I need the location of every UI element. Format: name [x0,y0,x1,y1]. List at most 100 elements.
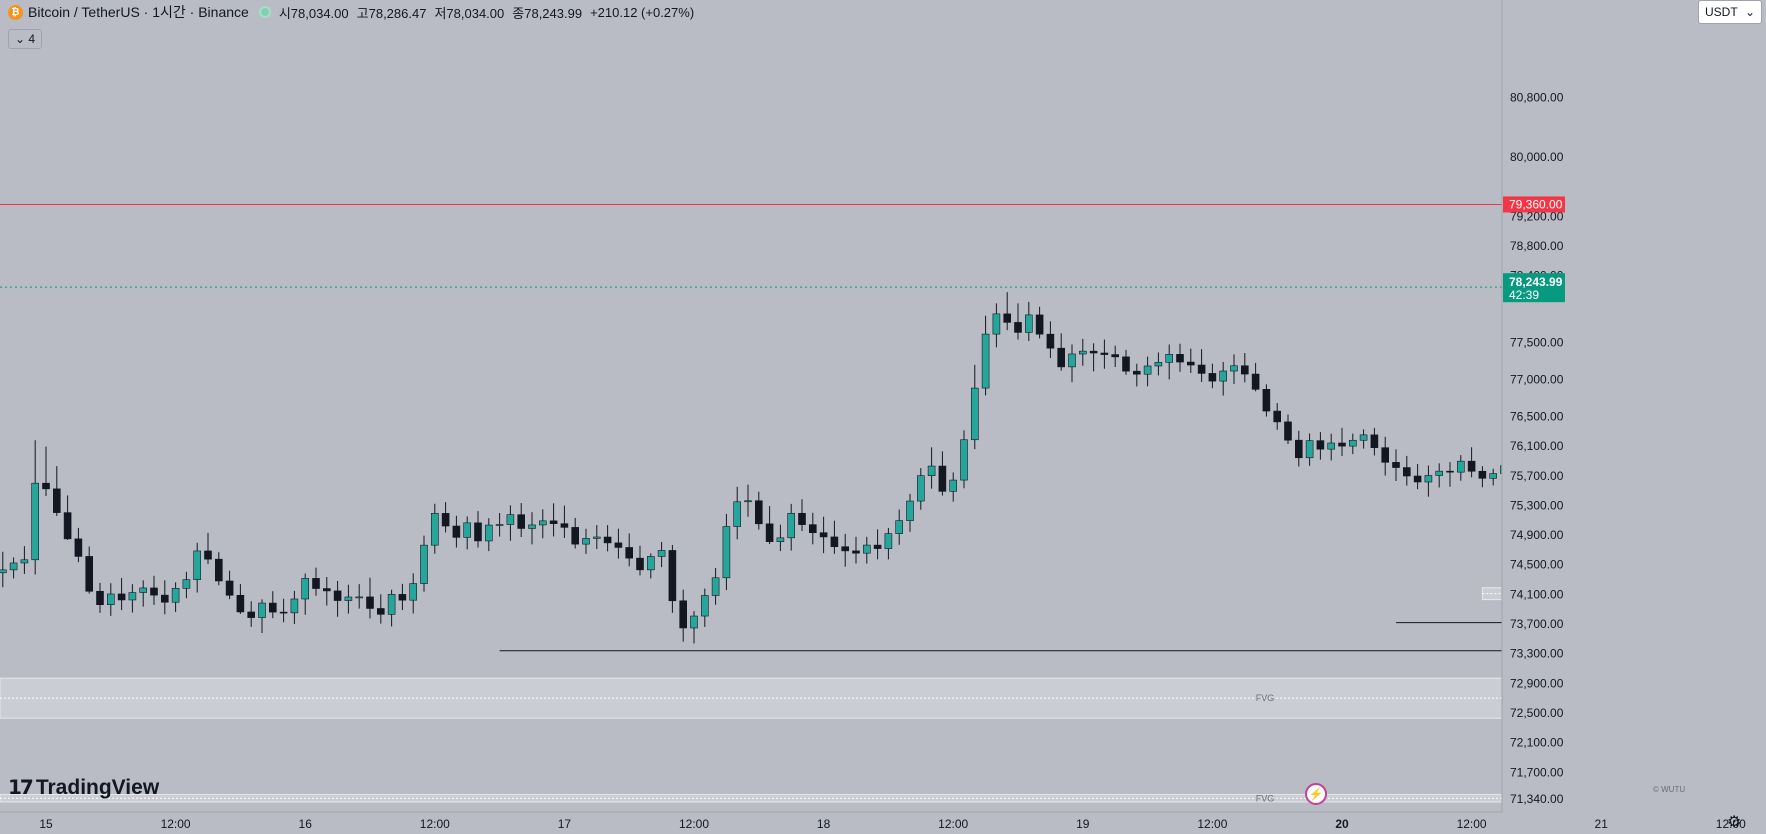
candle-body [312,578,320,589]
symbol-title[interactable]: Bitcoin / TetherUS · 1시간 · Binance [28,4,249,20]
candle-body [225,580,234,596]
time-tick-label: 18 [817,817,831,831]
candle-body [603,536,612,544]
price-tick-label: 77,500.00 [1510,335,1564,349]
price-tick-label: 76,500.00 [1510,409,1564,423]
candle-body [1262,389,1271,412]
candle-body [1435,470,1443,476]
ohlc-change: +210.12 (+0.27%) [590,4,695,20]
author-watermark: © WUTU [1653,785,1686,794]
candle-body [582,538,590,545]
tradingview-logo[interactable]: 𝟭𝟳 TradingView [8,775,159,800]
candle-body [1046,333,1055,349]
candle-body [85,556,93,592]
candle-body [668,550,677,602]
price-tick-label: 71,700.00 [1510,765,1564,779]
lightning-icon[interactable]: ⚡ [1305,783,1327,805]
fvg-zone [0,677,1766,719]
candle-body [798,512,806,525]
candle-body [1327,442,1335,450]
candle-body [938,465,947,492]
candle-body [949,479,958,492]
candle-body [495,524,504,526]
candle-body [193,550,201,580]
candle-body [1392,462,1400,468]
time-tick-label: 15 [39,817,53,831]
candle-body [1403,467,1411,477]
ohlc-high: 고78,286.47 [356,5,427,21]
time-tick-label: 19 [1076,817,1090,831]
price-tick-label: 74,100.00 [1510,587,1564,601]
candle-body [376,608,385,615]
price-tick-label: 72,100.00 [1510,736,1564,750]
time-tick-label: 20 [1335,817,1349,831]
price-tick-label: 73,300.00 [1510,647,1564,661]
candle-body [0,569,7,574]
candle-body [1284,421,1292,441]
candle-body [409,583,418,601]
candle-body [107,593,115,605]
candle-body [506,514,515,525]
time-tick-label: 12:00 [1457,817,1487,831]
candle-body [1251,373,1260,390]
candle-body [204,550,212,560]
candle-body [279,611,288,614]
candle-body [895,520,904,534]
candle-body [1143,365,1152,375]
price-tick-label: 79,200.00 [1510,209,1564,223]
tradingview-wordmark: TradingView [35,775,160,799]
price-tick-label: 80,800.00 [1510,91,1564,105]
indicator-toggle-button[interactable]: ⌄ 4 [8,29,42,49]
price-tick-label: 76,100.00 [1510,439,1564,453]
candle-body [1111,354,1119,358]
time-tick-label: 12:00 [1197,817,1227,831]
time-tick-label: 12:00 [938,817,968,831]
chevron-down-icon: ⌄ [1744,5,1755,19]
candle-body [1219,370,1227,382]
candle-body [1057,347,1065,368]
candle-body [128,592,137,601]
candle-body [182,579,191,589]
candle-body [387,594,396,615]
candle-body [1457,460,1465,473]
candle-body [819,532,828,538]
price-tick-label: 77,000.00 [1510,372,1564,386]
candle-body [452,525,461,538]
price-tick-label: 71,340.00 [1510,792,1564,806]
gear-icon[interactable]: ⚙ [1727,814,1742,831]
candle-body [1489,473,1497,479]
candle-body [1413,475,1422,483]
candle-body [571,527,580,545]
time-tick-label: 12:00 [161,817,191,831]
candle-body [636,557,644,571]
currency-select[interactable]: USDT ⌄ [1698,0,1762,24]
candle-body [862,544,871,554]
candle-body [1241,365,1249,375]
time-axis[interactable]: 15 12:00 16 12:00 17 12:00 18 12:00 19 12:00 20 12:… [0,811,1766,834]
candle-body [1370,434,1379,448]
candle-body [1316,440,1325,450]
ohlc-open: 시78,034.00 [278,5,349,21]
candle-body [150,587,158,596]
candle-body [52,488,61,513]
candle-body [722,526,731,579]
candle-body [1003,313,1012,323]
price-axis[interactable]: 80,800.0080,000.0079,200.0078,800.0078,4… [1501,0,1766,834]
candle-body [96,590,104,605]
candle-body [906,500,914,521]
candle-body [484,524,493,542]
candle-body [20,559,29,564]
candle-body [139,587,147,593]
price-tick-label: 75,300.00 [1510,498,1564,512]
candle-body [1446,470,1454,473]
candle-body [420,544,428,584]
candle-body [366,596,374,609]
candle-body [344,596,353,601]
candle-body [161,594,169,603]
price-tick-label: 75,700.00 [1510,469,1564,483]
candle-body [42,482,50,490]
candle-body [9,562,18,571]
candle-body [1068,353,1076,368]
candle-body [614,542,623,548]
